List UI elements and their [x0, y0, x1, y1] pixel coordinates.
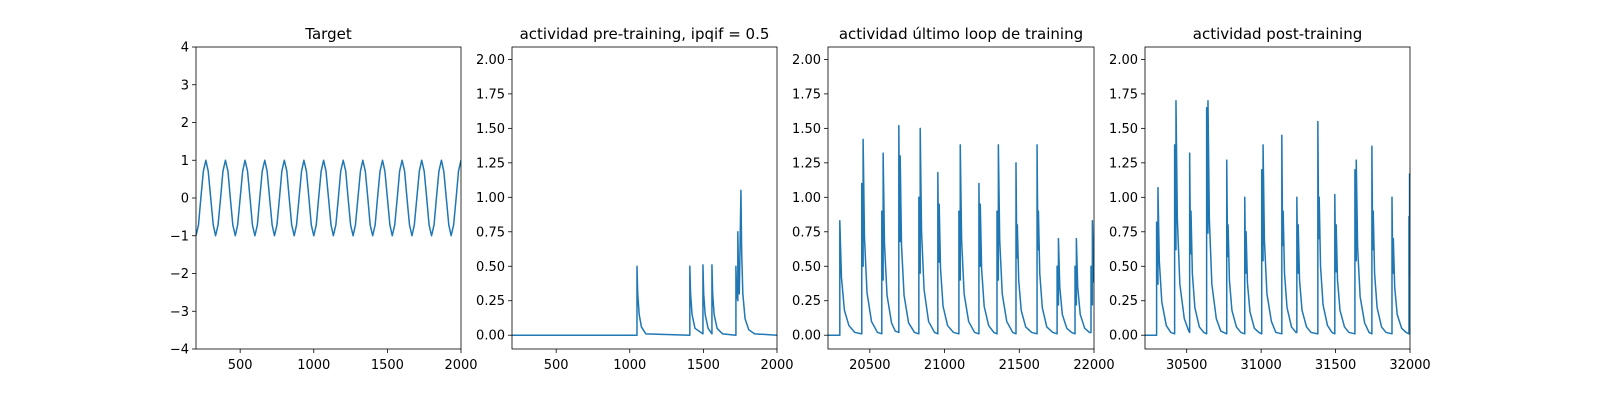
- y-tick-label: 0.50: [792, 260, 821, 275]
- y-tick-label: 1.25: [792, 156, 821, 171]
- x-tick-label: 1000: [297, 358, 330, 373]
- y-tick-label: 0.25: [476, 294, 505, 309]
- y-tick-label: 0.75: [792, 225, 821, 240]
- subplot: actividad post-training 30500 31000 31500 32…: [1109, 25, 1431, 373]
- y-tick-label: 3: [181, 78, 189, 93]
- y-tick-label: 1.75: [792, 87, 821, 102]
- x-tick-label: 2000: [760, 358, 793, 373]
- y-tick-label: 0.25: [792, 294, 821, 309]
- line-series: [828, 124, 1094, 336]
- y-tick-label: 0.25: [1109, 294, 1138, 309]
- chart-title: actividad post-training: [1193, 25, 1362, 43]
- axes-frame: [511, 46, 778, 350]
- x-tick-label: 1000: [613, 358, 646, 373]
- y-tick-label: −1: [170, 229, 189, 244]
- x-tick-label: 1500: [687, 358, 720, 373]
- y-tick-label: 0.50: [1109, 260, 1138, 275]
- y-tick-label: 1: [181, 154, 189, 169]
- y-tick-label: 0.75: [476, 225, 505, 240]
- y-tick-label: 1.00: [476, 191, 505, 206]
- x-tick-label: 2000: [444, 358, 477, 373]
- x-tick-label: 21500: [999, 358, 1040, 373]
- line-series: [1145, 100, 1410, 336]
- y-tick-label: 0: [181, 192, 189, 207]
- y-tick-label: 1.25: [1109, 156, 1138, 171]
- axes-frame: [195, 46, 462, 350]
- chart-title: actividad último loop de training: [839, 25, 1083, 43]
- x-tick-label: 31000: [1240, 358, 1281, 373]
- y-tick-label: 1.50: [1109, 122, 1138, 137]
- y-tick-label: 2: [181, 116, 189, 131]
- y-tick-label: 1.75: [476, 87, 505, 102]
- x-tick-label: 31500: [1315, 358, 1356, 373]
- x-tick-label: 22000: [1073, 358, 1114, 373]
- y-tick-label: −3: [170, 305, 189, 320]
- subplot: actividad último loop de training 20500 21…: [792, 25, 1115, 373]
- y-tick-label: 4: [181, 41, 189, 56]
- x-tick-label: 21000: [924, 358, 965, 373]
- y-tick-label: 1.00: [792, 191, 821, 206]
- y-tick-label: 2.00: [476, 53, 505, 68]
- y-tick-label: 0.00: [476, 329, 505, 344]
- line-series: [512, 189, 777, 336]
- y-tick-label: 1.25: [476, 156, 505, 171]
- y-tick-label: 0.00: [792, 329, 821, 344]
- subplot: actividad pre-training, ipqif = 0.5 500 10…: [476, 25, 794, 373]
- chart-title: actividad pre-training, ipqif = 0.5: [520, 25, 770, 43]
- y-tick-label: −2: [170, 267, 189, 282]
- y-tick-label: 0.50: [476, 260, 505, 275]
- axes-frame: [1144, 46, 1411, 350]
- chart-title: Target: [304, 25, 352, 43]
- x-tick-label: 30500: [1166, 358, 1207, 373]
- x-tick-label: 500: [228, 358, 253, 373]
- x-tick-label: 500: [544, 358, 569, 373]
- y-tick-label: 2.00: [792, 53, 821, 68]
- plot-area: [196, 159, 461, 237]
- x-tick-label: 20500: [849, 358, 890, 373]
- y-tick-label: 1.75: [1109, 87, 1138, 102]
- x-tick-label: 32000: [1389, 358, 1430, 373]
- plot-area: [512, 189, 777, 336]
- y-tick-label: 1.00: [1109, 191, 1138, 206]
- plot-area: [828, 124, 1094, 336]
- y-tick-label: 1.50: [476, 122, 505, 137]
- y-tick-label: 1.50: [792, 122, 821, 137]
- x-tick-label: 1500: [371, 358, 404, 373]
- subplot: Target 500 1000 1500 2000 −4 −3 −2 −1 0 1 2 3 4: [170, 25, 478, 373]
- y-tick-label: 0.00: [1109, 329, 1138, 344]
- y-tick-label: 2.00: [1109, 53, 1138, 68]
- y-tick-label: −4: [170, 343, 189, 358]
- axes-frame: [827, 46, 1095, 350]
- plot-area: [1145, 100, 1410, 336]
- line-series: [196, 159, 461, 237]
- y-tick-label: 0.75: [1109, 225, 1138, 240]
